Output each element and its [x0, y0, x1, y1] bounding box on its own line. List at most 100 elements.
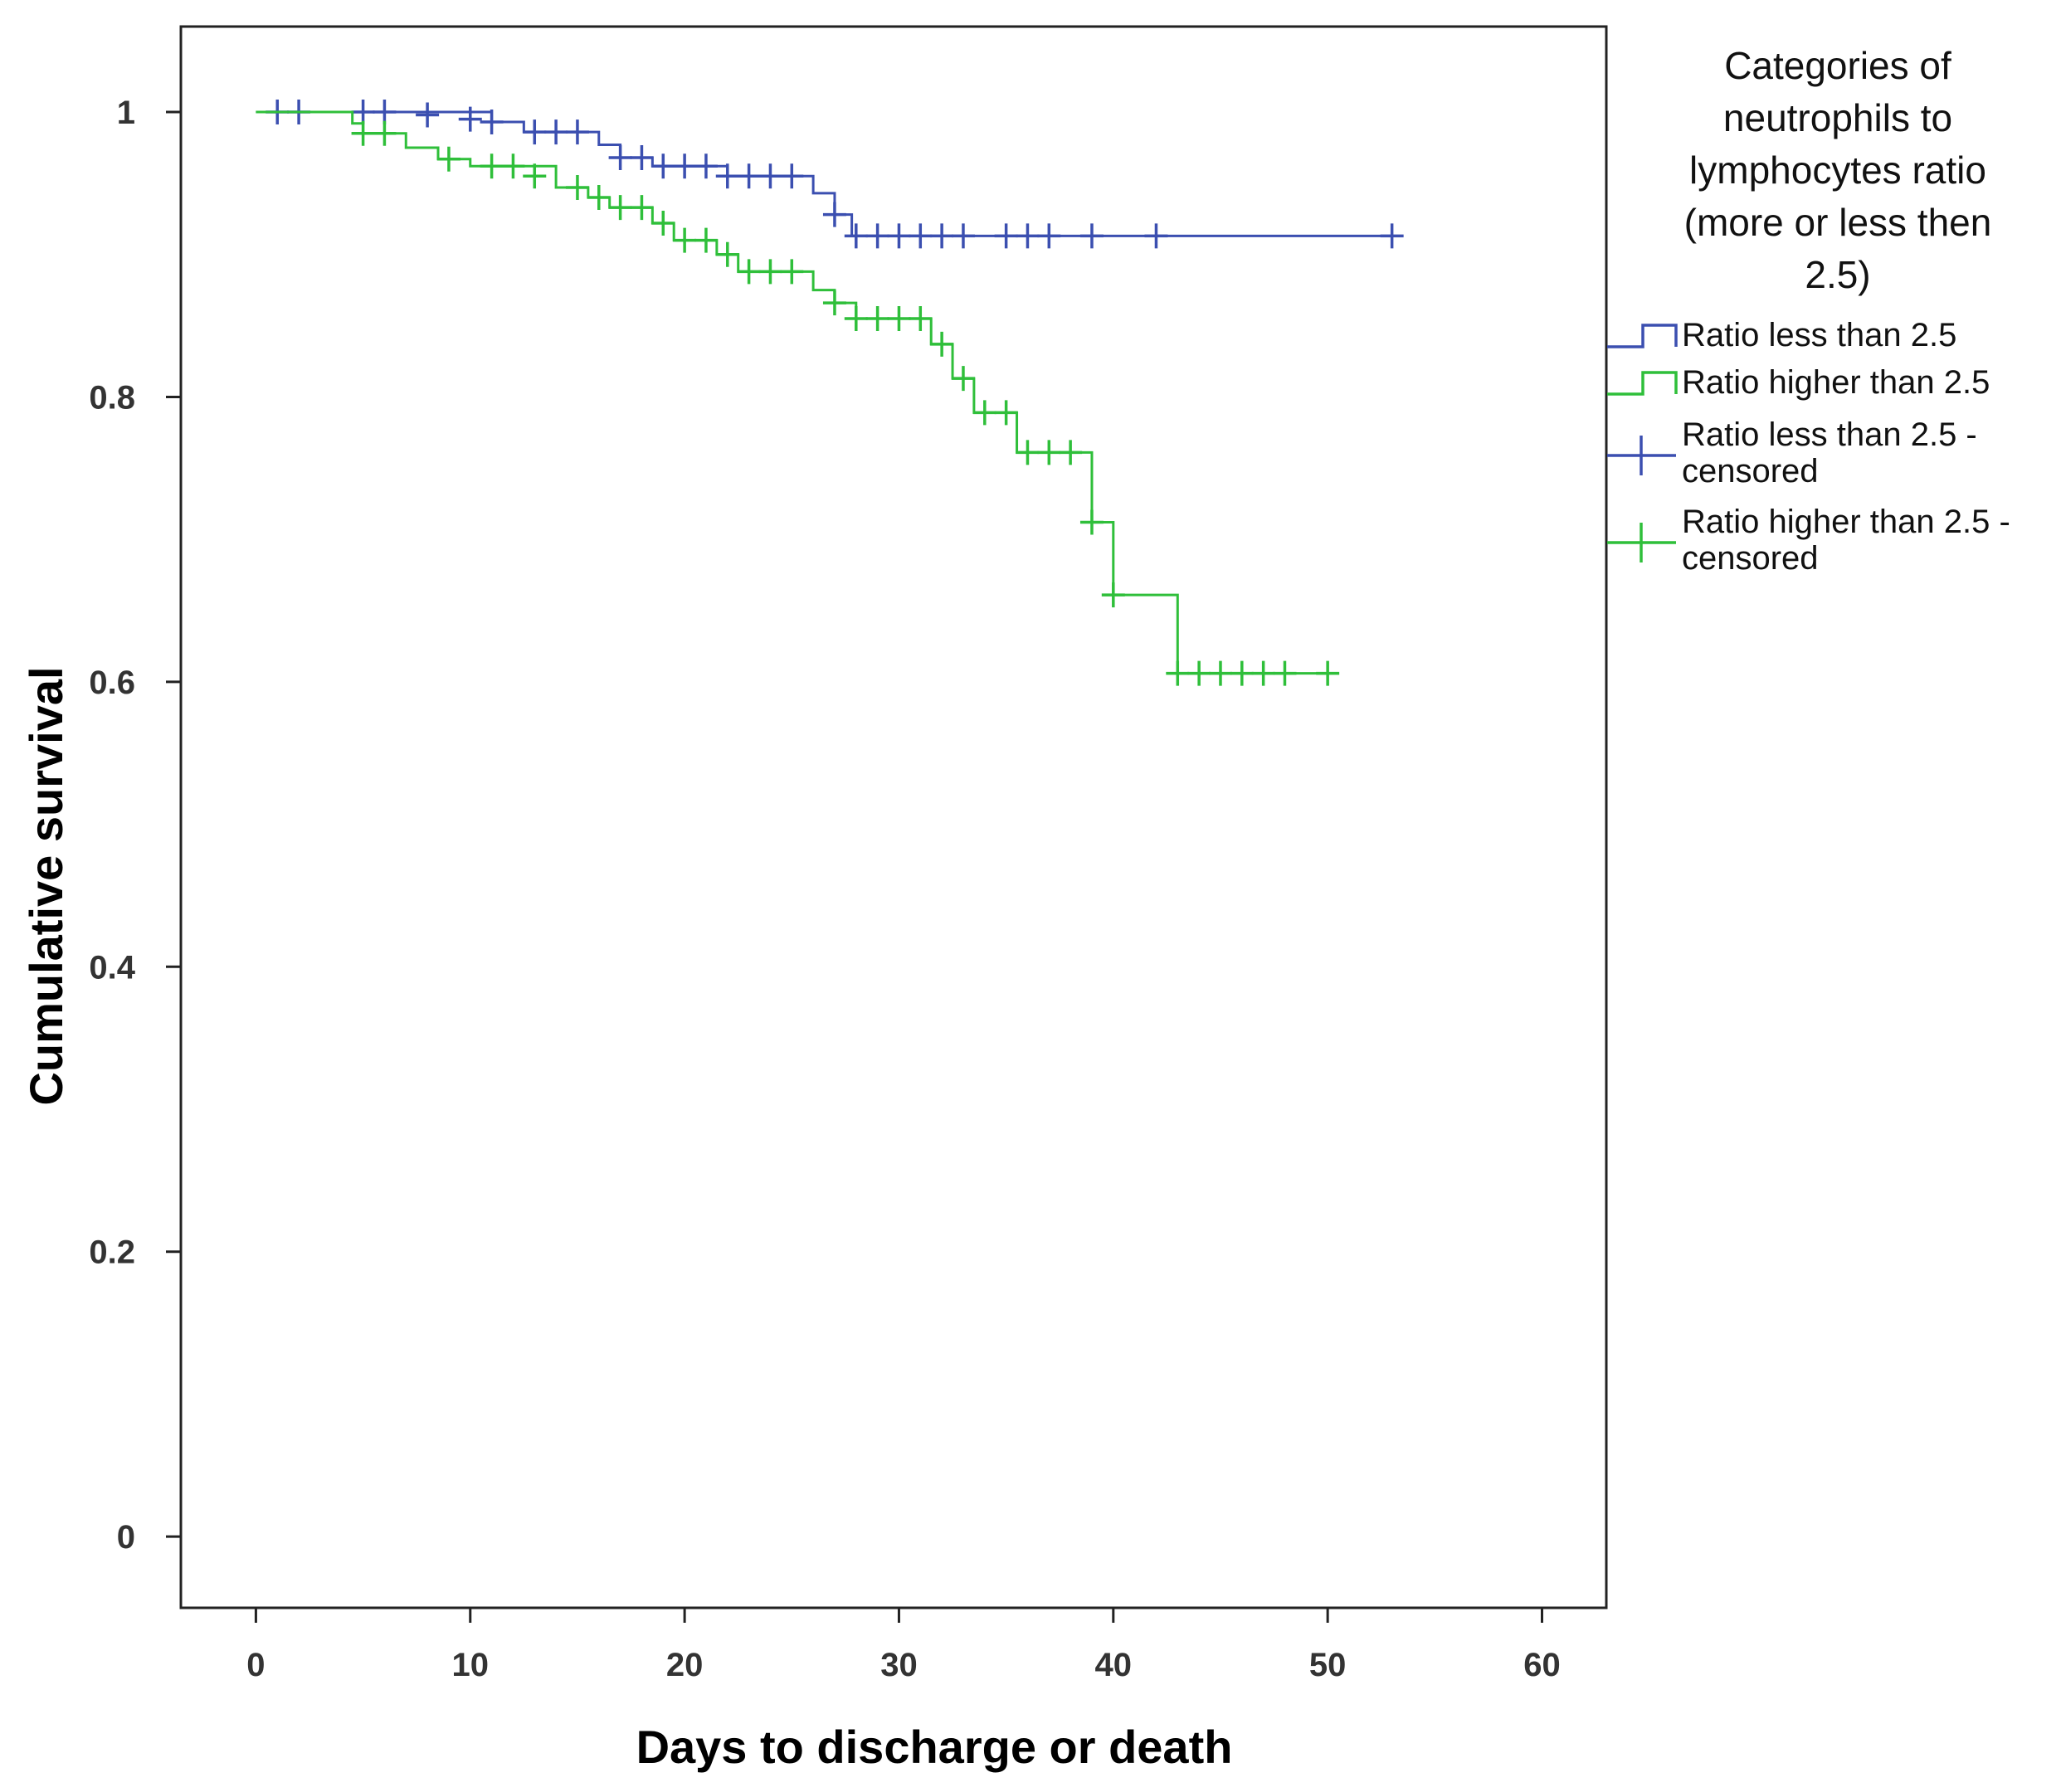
high-ratio-censor-mark — [373, 120, 397, 146]
high-ratio-censor-mark — [865, 306, 889, 332]
legend-censor-swatch — [1607, 436, 1676, 475]
y-tick-label: 0.8 — [89, 379, 135, 416]
series-layer — [256, 100, 1404, 686]
x-axis-title: Days to discharge or death — [636, 1721, 1233, 1773]
high-ratio-censor-mark — [587, 185, 611, 211]
high-ratio-censor-mark — [1101, 582, 1125, 608]
low-ratio-censor-mark — [608, 144, 632, 170]
high-ratio-censor-mark — [351, 120, 375, 146]
x-tick-label: 0 — [246, 1647, 265, 1683]
high-ratio-censor-mark — [608, 195, 632, 221]
high-ratio-censor-mark — [565, 175, 589, 201]
high-ratio-censor-mark — [1208, 660, 1232, 686]
low-ratio-censor-mark — [480, 110, 504, 135]
high-ratio-censor-mark — [651, 210, 675, 236]
high-ratio-censor-mark — [951, 366, 975, 392]
legend-entry-label: Ratio higher than 2.5 - — [1682, 504, 2010, 540]
y-axis-title: Cumulative survival — [20, 666, 72, 1105]
low-ratio-censor-mark — [416, 102, 440, 128]
low-ratio-censor-mark — [1037, 223, 1061, 249]
high-ratio-censor-mark — [523, 163, 547, 189]
low-ratio-censor-mark — [1380, 223, 1404, 249]
legend-title-line: lymphocytes ratio — [1689, 149, 1986, 192]
legend-step-swatch — [1607, 371, 1678, 396]
low-ratio-censor-mark — [565, 119, 589, 145]
low-ratio-censor-mark — [630, 144, 654, 170]
high-ratio-censor-mark — [994, 400, 1018, 426]
high-ratio-censor-mark — [1059, 440, 1083, 465]
low-ratio-censor-mark — [373, 100, 397, 125]
low-ratio-censor-mark — [351, 100, 375, 125]
low-ratio-censor-mark — [994, 223, 1018, 249]
high-ratio-survival-line — [256, 110, 1328, 675]
low-ratio-censor-mark — [651, 153, 675, 179]
x-axis: 0 10 20 30 40 50 60 — [246, 1608, 1561, 1683]
high-ratio-censor-mark — [694, 227, 718, 253]
high-ratio-censor-mark — [1016, 440, 1040, 465]
low-ratio-censor-mark — [1144, 223, 1168, 249]
y-tick-label: 0.6 — [89, 665, 135, 701]
legend-entry-label: Ratio less than 2.5 - — [1682, 416, 1977, 453]
low-ratio-censor-mark — [1079, 223, 1104, 249]
low-ratio-censor-mark — [544, 119, 568, 145]
low-ratio-censor-mark — [673, 153, 697, 179]
low-ratio-censor-mark — [694, 153, 718, 179]
x-tick-label: 60 — [1523, 1647, 1561, 1683]
y-tick-label: 0.2 — [89, 1234, 135, 1271]
legend-entry-label: censored — [1682, 540, 1819, 577]
low-ratio-censor-mark — [887, 223, 911, 249]
low-ratio-censor-mark — [458, 106, 482, 132]
high-ratio-censor-mark — [844, 306, 868, 332]
plot-frame — [179, 25, 1608, 1609]
high-ratio-censor-mark — [758, 259, 782, 285]
high-ratio-censor-mark — [1273, 660, 1297, 686]
high-ratio-censor-mark — [822, 290, 846, 316]
high-ratio-censor-mark — [1037, 440, 1061, 465]
low-ratio-censor-mark — [822, 202, 846, 227]
high-ratio-censor-mark — [737, 259, 761, 285]
low-ratio-censor-mark — [930, 223, 954, 249]
low-ratio-censor-mark — [909, 223, 933, 249]
legend-title-line: 2.5) — [1805, 253, 1870, 296]
high-ratio-censor-mark — [1251, 660, 1275, 686]
high-ratio-censor-mark — [480, 153, 504, 179]
high-ratio-censor-mark — [1166, 660, 1190, 686]
low-ratio-censor-mark — [844, 223, 868, 249]
low-ratio-survival-line — [256, 110, 1392, 237]
low-ratio-censor-mark — [715, 163, 739, 189]
high-ratio-censor-mark — [1187, 660, 1211, 686]
x-tick-label: 50 — [1309, 1647, 1347, 1683]
high-ratio-censor-mark — [715, 241, 739, 267]
low-ratio-censor-mark — [780, 163, 804, 189]
y-tick-label: 0.4 — [89, 949, 135, 986]
high-ratio-censor-mark — [630, 195, 654, 221]
legend-entry-label: censored — [1682, 453, 1819, 489]
high-ratio-censor-mark — [972, 400, 996, 426]
high-ratio-censor-mark — [1230, 660, 1254, 686]
legend-title-line: (more or less then — [1684, 201, 1992, 244]
high-ratio-censor-mark — [673, 227, 697, 253]
high-ratio-censor-mark — [930, 331, 954, 357]
legend-censor-swatch — [1607, 523, 1676, 562]
low-ratio-censor-mark — [737, 163, 761, 189]
high-ratio-censor-mark — [887, 306, 911, 332]
x-tick-label: 30 — [880, 1647, 918, 1683]
y-axis: 0 0.2 0.4 0.6 0.8 1 — [89, 95, 181, 1556]
legend-step-swatch — [1607, 324, 1678, 348]
high-ratio-censor-mark — [436, 146, 460, 172]
high-ratio-censor-mark — [909, 306, 933, 332]
low-ratio-censor-mark — [758, 163, 782, 189]
low-ratio-censor-mark — [865, 223, 889, 249]
legend-entry-label: Ratio less than 2.5 — [1682, 317, 1956, 353]
high-ratio-censor-mark — [780, 259, 804, 285]
high-ratio-censor-mark — [1079, 509, 1104, 535]
legend: Categories of neutrophils to lymphocytes r… — [1607, 44, 2010, 577]
legend-title-line: neutrophils to — [1723, 96, 1952, 139]
y-tick-label: 0 — [117, 1519, 135, 1556]
low-ratio-censor-mark — [951, 223, 975, 249]
low-ratio-censor-mark — [523, 119, 547, 145]
legend-entry-label: Ratio higher than 2.5 — [1682, 364, 1990, 401]
low-ratio-censor-mark — [1016, 223, 1040, 249]
legend-title-line: Categories of — [1724, 44, 1951, 87]
